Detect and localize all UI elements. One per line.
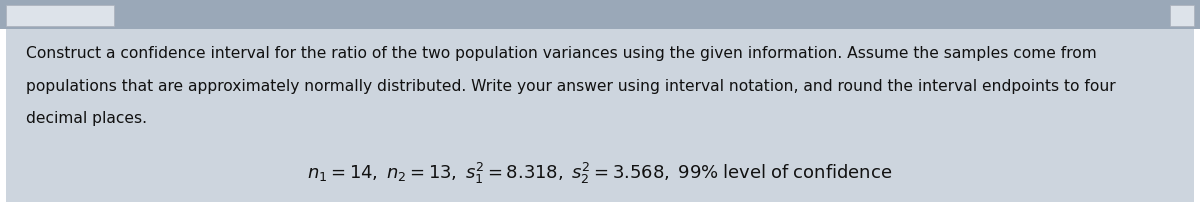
Text: Construct a confidence interval for the ratio of the two population variances us: Construct a confidence interval for the … [26, 46, 1097, 61]
Text: $n_1 = 14, \; n_2 = 13, \; s_1^2 = 8.318, \; s_2^2 = 3.568, \; 99 \% \; \mathrm{: $n_1 = 14, \; n_2 = 13, \; s_1^2 = 8.318… [307, 161, 893, 186]
Text: populations that are approximately normally distributed. Write your answer using: populations that are approximately norma… [26, 79, 1116, 94]
FancyBboxPatch shape [6, 8, 1194, 202]
Text: decimal places.: decimal places. [26, 111, 148, 126]
FancyBboxPatch shape [6, 5, 114, 26]
Bar [0, 0, 1200, 29]
FancyBboxPatch shape [1170, 5, 1194, 26]
